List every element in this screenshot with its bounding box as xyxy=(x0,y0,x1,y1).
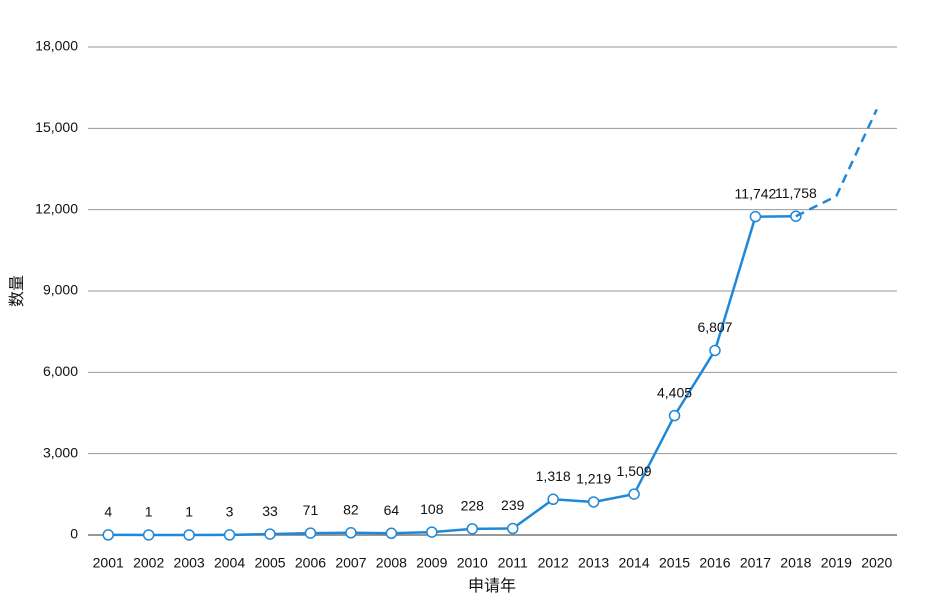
data-label: 1 xyxy=(185,504,193,520)
x-tick-label: 2012 xyxy=(538,555,569,571)
data-label: 1,318 xyxy=(536,468,571,484)
y-tick-label: 15,000 xyxy=(35,119,78,135)
y-tick-label: 18,000 xyxy=(35,38,78,54)
x-tick-label: 2003 xyxy=(174,555,205,571)
y-tick-label: 0 xyxy=(70,526,78,542)
data-point xyxy=(264,528,276,540)
data-label: 4,405 xyxy=(657,384,692,400)
x-tick-label: 2006 xyxy=(295,555,326,571)
data-label: 228 xyxy=(461,498,485,514)
x-tick-label: 2016 xyxy=(699,555,730,571)
data-label: 82 xyxy=(343,501,359,517)
data-label: 4 xyxy=(104,504,112,520)
data-point xyxy=(385,527,398,540)
data-point xyxy=(223,529,236,541)
data-label: 6,807 xyxy=(697,319,732,335)
data-label: 64 xyxy=(384,502,400,518)
x-tick-label: 2008 xyxy=(376,555,407,571)
data-label: 11,742 xyxy=(735,185,777,201)
x-tick-label: 2010 xyxy=(457,555,488,571)
data-point xyxy=(749,210,762,223)
data-point xyxy=(466,523,479,535)
data-label: 71 xyxy=(303,502,319,518)
x-tick-label: 2007 xyxy=(335,555,366,571)
x-tick-label: 2018 xyxy=(780,555,811,571)
x-tick-label: 2019 xyxy=(821,555,852,571)
series-line xyxy=(108,214,796,537)
data-label: 1,219 xyxy=(576,471,611,487)
y-tick-label: 6,000 xyxy=(43,363,78,379)
x-tick-label: 2015 xyxy=(659,555,690,571)
data-label: 1 xyxy=(145,504,153,520)
x-tick-label: 2017 xyxy=(740,555,771,571)
data-label: 108 xyxy=(420,501,444,517)
x-tick-label: 2004 xyxy=(214,555,245,571)
x-tick-label: 2013 xyxy=(578,555,609,571)
data-point xyxy=(506,522,519,535)
data-point xyxy=(345,527,357,539)
data-label: 11,758 xyxy=(775,185,817,201)
data-label: 239 xyxy=(501,497,525,513)
y-axis-label: 数量 xyxy=(8,275,26,307)
y-tick-label: 3,000 xyxy=(43,444,78,460)
data-point xyxy=(587,496,600,508)
data-point xyxy=(183,529,195,541)
data-label: 1,509 xyxy=(617,463,652,479)
data-point xyxy=(668,409,681,422)
x-tick-label: 2014 xyxy=(618,555,649,571)
data-point xyxy=(426,526,438,538)
x-tick-label: 2009 xyxy=(416,555,447,571)
data-point xyxy=(102,529,114,541)
data-label: 33 xyxy=(262,503,278,519)
x-tick-label: 2011 xyxy=(498,555,528,571)
series-line xyxy=(795,108,878,218)
y-tick-label: 12,000 xyxy=(35,200,78,216)
data-point xyxy=(142,529,155,541)
y-tick-label: 9,000 xyxy=(43,282,78,298)
data-label: 3 xyxy=(226,504,234,520)
x-tick-label: 2002 xyxy=(133,555,164,571)
x-tick-label: 2001 xyxy=(93,555,124,571)
data-point xyxy=(304,527,317,539)
data-point xyxy=(709,344,721,357)
x-axis-label: 申请年 xyxy=(468,577,516,595)
x-tick-label: 2005 xyxy=(254,555,285,571)
data-point xyxy=(628,488,640,500)
data-point xyxy=(547,493,559,506)
x-tick-label: 2020 xyxy=(861,555,892,571)
